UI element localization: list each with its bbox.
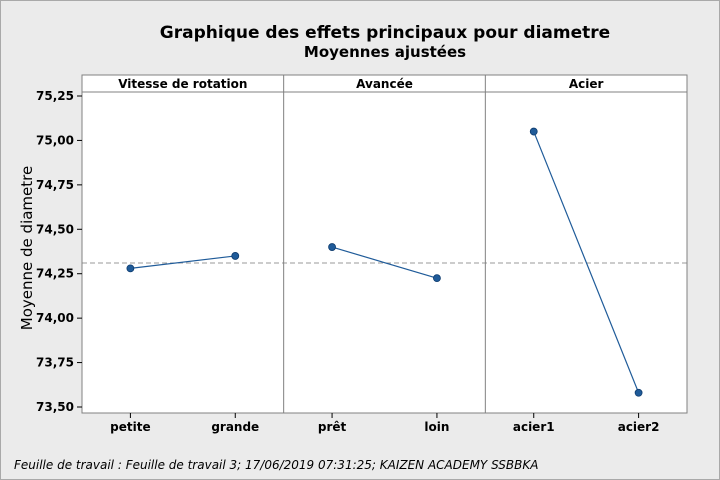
panel-header-label: Acier (569, 77, 604, 91)
data-point (126, 264, 135, 273)
y-tick-label: 73,50 (36, 400, 74, 414)
y-tick-label: 73,75 (36, 356, 74, 370)
panel-header-label: Avancée (356, 77, 413, 91)
x-tick-label: acier1 (513, 420, 555, 434)
data-point (433, 274, 441, 283)
y-tick-label: 74,75 (36, 178, 74, 192)
data-point (328, 243, 336, 251)
x-tick-label: grande (211, 420, 259, 434)
y-tick-label: 75,25 (36, 89, 74, 103)
series-line (331, 246, 438, 279)
y-tick-label: 74,25 (36, 267, 74, 281)
y-tick-label: 75,00 (36, 133, 74, 147)
chart-title: Graphique des effets principaux pour dia… (160, 23, 610, 43)
panel-header-label: Vitesse de rotation (118, 77, 247, 91)
data-point (529, 127, 538, 136)
y-tick-label: 74,50 (36, 222, 74, 236)
x-tick-label: petite (110, 420, 150, 434)
series-line (130, 255, 236, 269)
x-tick-label: loin (424, 420, 449, 434)
y-axis-title: Moyenne de diametre (18, 166, 36, 330)
chart-subtitle: Moyennes ajustées (304, 43, 466, 61)
data-point (634, 388, 643, 397)
y-tick-label: 74,00 (36, 311, 74, 325)
series-line (533, 131, 640, 394)
plot-background (82, 75, 687, 413)
data-point (231, 252, 240, 260)
plot-layer: 75,25 75,00 74,75 74,50 74,25 74,00 73,75 73,50… (36, 74, 688, 434)
plot-border (81, 74, 688, 414)
footer-text: Feuille de travail : Feuille de travail … (14, 458, 539, 472)
x-tick-label: prêt (318, 420, 347, 434)
x-tick-label: acier2 (618, 420, 660, 434)
